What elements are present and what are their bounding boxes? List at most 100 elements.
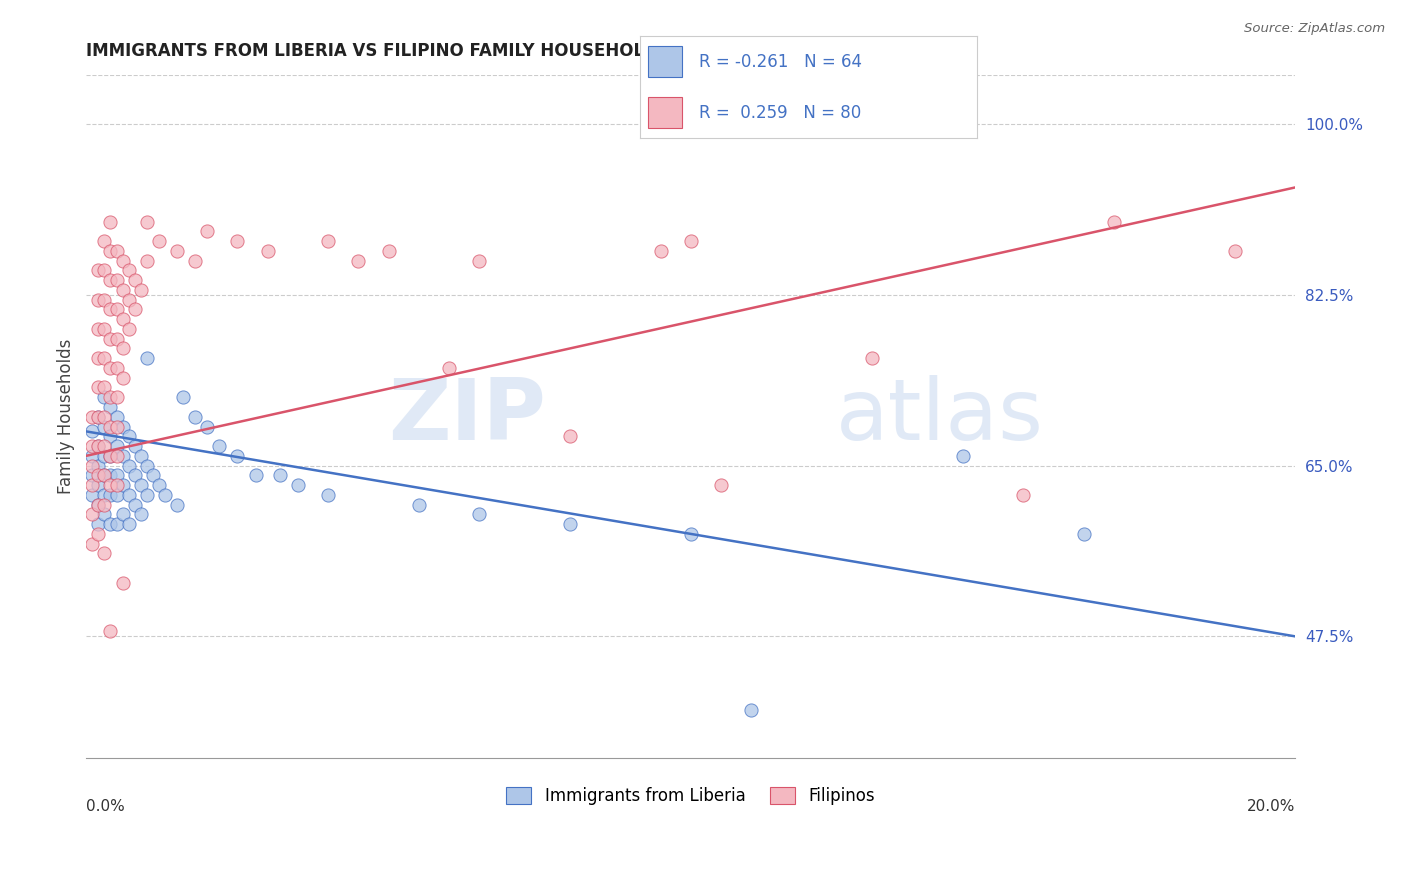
Point [100,390,122,404]
Text: R = -0.261   N = 64: R = -0.261 N = 64 [699,53,862,70]
Point [860,351,883,366]
Point [129,508,152,522]
Point [117,458,139,473]
Point [82,468,104,483]
Point [166,498,188,512]
Point [117,429,139,443]
Point [93,468,115,483]
Point [105,302,128,317]
Text: IMMIGRANTS FROM LIBERIA VS FILIPINO FAMILY HOUSEHOLDS CORRELATION CHART: IMMIGRANTS FROM LIBERIA VS FILIPINO FAMI… [86,42,876,60]
Point [82,488,104,502]
Point [124,439,146,453]
Point [105,419,128,434]
Point [100,273,122,287]
Point [87,439,110,453]
Point [408,498,430,512]
Point [679,527,702,541]
Point [93,380,115,394]
Point [82,449,104,463]
Text: ZIP: ZIP [388,376,546,458]
Point [105,517,128,532]
Point [93,546,115,560]
Point [87,468,110,483]
Point [153,488,176,502]
Point [87,409,110,424]
Point [650,244,672,258]
Point [100,449,122,463]
Point [111,478,134,492]
Point [82,439,104,453]
Point [93,468,115,483]
Point [226,234,249,248]
Point [226,449,249,463]
Point [740,702,762,716]
Point [377,244,399,258]
Point [82,508,104,522]
Point [93,449,115,463]
Text: 0.0%: 0.0% [86,799,125,814]
Point [105,361,128,376]
Point [100,361,122,376]
Point [184,253,207,268]
Point [82,425,104,439]
Point [93,263,115,277]
Point [184,409,207,424]
Point [93,234,115,248]
Point [148,234,170,248]
Point [100,419,122,434]
Point [87,263,110,277]
Point [105,449,128,463]
Point [100,468,122,483]
Point [316,234,339,248]
Point [100,429,122,443]
Point [111,508,134,522]
Point [208,439,231,453]
Point [195,224,218,238]
Point [93,409,115,424]
Point [105,332,128,346]
Point [93,488,115,502]
Point [82,458,104,473]
Point [100,517,122,532]
Point [100,478,122,492]
Point [117,488,139,502]
Point [129,478,152,492]
Point [87,409,110,424]
Point [105,390,128,404]
Point [93,293,115,307]
Point [124,273,146,287]
Point [93,508,115,522]
Point [93,439,115,453]
Point [558,429,581,443]
Legend: Immigrants from Liberia, Filipinos: Immigrants from Liberia, Filipinos [499,780,882,812]
Point [117,517,139,532]
Point [124,302,146,317]
Point [111,283,134,297]
Point [82,409,104,424]
Point [166,244,188,258]
Point [93,351,115,366]
Point [129,449,152,463]
Point [87,517,110,532]
Point [87,351,110,366]
Point [437,361,460,376]
Point [1073,527,1095,541]
Point [135,488,157,502]
Point [710,478,733,492]
Point [952,449,974,463]
Point [135,253,157,268]
Point [679,234,702,248]
FancyBboxPatch shape [648,97,682,128]
Point [468,508,491,522]
Point [87,322,110,336]
Point [100,624,122,639]
Point [100,302,122,317]
Point [82,478,104,492]
Point [117,322,139,336]
Point [135,351,157,366]
Point [105,439,128,453]
Point [87,527,110,541]
Point [111,342,134,356]
Point [172,390,194,404]
FancyBboxPatch shape [648,46,682,77]
